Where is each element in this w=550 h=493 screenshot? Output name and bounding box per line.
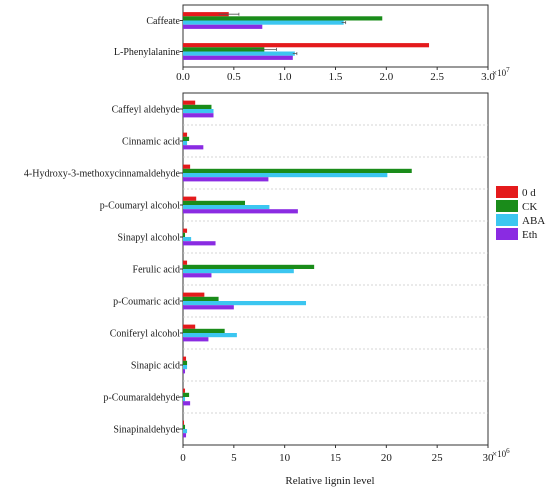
x-tick-label: 1.5 <box>329 71 343 83</box>
bar-eth-p-coumaryl-alcohol <box>183 209 298 213</box>
bar-aba-p-coumaraldehyde <box>183 397 185 401</box>
bar-eth-sinapic-acid <box>183 369 185 373</box>
bar-eth-sinapyl-alcohol <box>183 241 216 245</box>
x-tick-label: 10 <box>279 452 291 464</box>
category-label-sinapinaldehyde: Sinapinaldehyde <box>113 425 180 436</box>
x-axis-multiplier: ×107 <box>492 66 510 78</box>
category-label-p-coumaraldehyde: p-Coumaraldehyde <box>103 393 180 404</box>
bar-aba-l-phenylalanine <box>183 52 295 56</box>
legend-label-ck: CK <box>522 201 537 213</box>
bar-eth-sinapinaldehyde <box>183 433 186 437</box>
category-label-coniferyl-alcohol: Coniferyl alcohol <box>110 329 180 340</box>
bar-ck-ferulic-acid <box>183 265 314 269</box>
top-panel: Caffeate L-Phenylalanine 0.0 0.5 1.0 1.5 2.0 2.… <box>114 5 510 83</box>
bar-0-d-sinapinaldehyde <box>183 421 184 425</box>
bar-ck-4-hydroxy-3-methoxycinnamaldehyde <box>183 169 412 173</box>
bar-ck-sinapic-acid <box>183 361 187 365</box>
bar-eth-ferulic-acid <box>183 273 211 277</box>
legend-swatch-ck <box>496 200 518 212</box>
bar-0-d-p-coumaryl-alcohol <box>183 197 196 201</box>
x-axis-multiplier: ×106 <box>492 447 510 459</box>
x-tick-label: 0 <box>180 452 186 464</box>
bar-aba-cinnamic-acid <box>183 141 187 145</box>
category-label-sinapyl-alcohol: Sinapyl alcohol <box>118 233 181 244</box>
category-label-sinapic-acid: Sinapic acid <box>131 361 180 372</box>
bar-eth-caffeate <box>183 25 262 29</box>
category-label-ferulic-acid: Ferulic acid <box>133 265 180 276</box>
bar-aba-sinapinaldehyde <box>183 429 187 433</box>
bar-eth-caffeyl-aldehyde <box>183 113 214 117</box>
bar-aba-sinapic-acid <box>183 365 187 369</box>
legend-swatch-0-d <box>496 186 518 198</box>
bar-0-d-cinnamic-acid <box>183 133 187 137</box>
x-tick-label: 5 <box>231 452 237 464</box>
bar-aba-caffeyl-aldehyde <box>183 109 214 113</box>
x-tick-label: 0.5 <box>227 71 241 83</box>
bar-0-d-sinapic-acid <box>183 357 186 361</box>
bar-ck-sinapinaldehyde <box>183 425 185 429</box>
x-tick-label: 1.0 <box>278 71 292 83</box>
bar-aba-coniferyl-alcohol <box>183 333 237 337</box>
x-tick-label: 15 <box>330 452 342 464</box>
bar-0-d-p-coumaric-acid <box>183 293 204 297</box>
bar-eth-coniferyl-alcohol <box>183 337 208 341</box>
bar-ck-p-coumaric-acid <box>183 297 219 301</box>
legend: 0 d CK ABA Eth <box>496 186 545 241</box>
bar-ck-cinnamic-acid <box>183 137 189 141</box>
x-tick-label: 25 <box>432 452 444 464</box>
bar-eth-p-coumaraldehyde <box>183 401 190 405</box>
bar-aba-p-coumaric-acid <box>183 301 306 305</box>
bar-ck-caffeate <box>183 16 382 20</box>
x-tick-label: 0.0 <box>176 71 190 83</box>
legend-label-eth: Eth <box>522 229 538 241</box>
bar-aba-4-hydroxy-3-methoxycinnamaldehyde <box>183 173 387 177</box>
bar-0-d-4-hydroxy-3-methoxycinnamaldehyde <box>183 165 190 169</box>
category-label-caffeate: Caffeate <box>146 16 180 27</box>
category-label-cinnamic-acid: Cinnamic acid <box>122 137 180 148</box>
bar-0-d-sinapyl-alcohol <box>183 229 187 233</box>
bar-eth-p-coumaric-acid <box>183 305 234 309</box>
category-label-l-phenylalanine: L-Phenylalanine <box>114 47 181 58</box>
bar-ck-caffeyl-aldehyde <box>183 105 211 109</box>
bar-ck-sinapyl-alcohol <box>183 233 185 237</box>
category-label-4-hydroxy-3-methoxycinnamaldehyde: 4-Hydroxy-3-methoxycinnamaldehyde <box>24 169 181 180</box>
bar-eth-4-hydroxy-3-methoxycinnamaldehyde <box>183 177 268 181</box>
x-tick-label: 20 <box>381 452 393 464</box>
bar-0-d-ferulic-acid <box>183 261 187 265</box>
bar-eth-cinnamic-acid <box>183 145 203 149</box>
bottom-panel: Caffeyl aldehyde Cinnamic acid 4-Hydroxy-3… <box>24 93 510 464</box>
bar-aba-sinapyl-alcohol <box>183 237 191 241</box>
bar-aba-caffeate <box>183 21 344 25</box>
bar-ck-p-coumaryl-alcohol <box>183 201 245 205</box>
legend-swatch-aba <box>496 214 518 226</box>
x-axis-label: Relative lignin level <box>285 475 374 487</box>
category-label-p-coumaric-acid: p-Coumaric acid <box>113 297 180 308</box>
x-tick-label: 2.5 <box>430 71 444 83</box>
legend-swatch-eth <box>496 228 518 240</box>
bar-0-d-l-phenylalanine <box>183 43 429 47</box>
category-label-p-coumaryl-alcohol: p-Coumaryl alcohol <box>100 201 180 212</box>
bar-aba-p-coumaryl-alcohol <box>183 205 269 209</box>
category-label-caffeyl-aldehyde: Caffeyl aldehyde <box>112 105 181 116</box>
bar-aba-ferulic-acid <box>183 269 294 273</box>
legend-label-0-d: 0 d <box>522 187 536 199</box>
legend-label-aba: ABA <box>522 215 545 227</box>
bar-ck-coniferyl-alcohol <box>183 329 225 333</box>
bar-0-d-coniferyl-alcohol <box>183 325 195 329</box>
bar-ck-p-coumaraldehyde <box>183 393 189 397</box>
bar-eth-l-phenylalanine <box>183 56 293 60</box>
bar-0-d-p-coumaraldehyde <box>183 389 185 393</box>
bar-0-d-caffeyl-aldehyde <box>183 101 195 105</box>
x-tick-label: 2.0 <box>379 71 393 83</box>
